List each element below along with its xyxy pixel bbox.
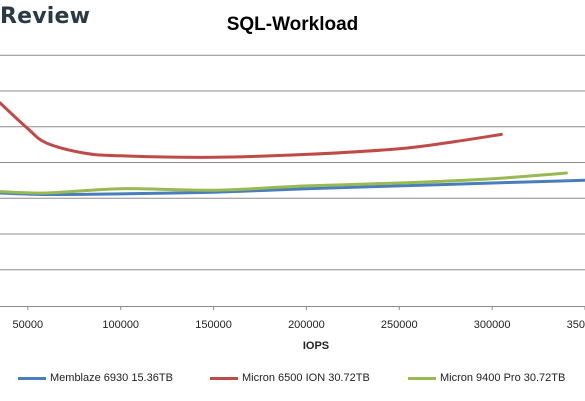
x-tick-label: 350000: [567, 319, 585, 331]
series-line-3: [0, 171, 568, 195]
legend-swatch: [408, 376, 436, 380]
x-tick-label: 250000: [381, 319, 418, 331]
legend-label: Memblaze 6930 15.36TB: [50, 372, 173, 384]
legend-label: Micron 6500 ION 30.72TB: [242, 372, 370, 384]
legend-label: Micron 9400 Pro 30.72TB: [440, 372, 566, 384]
series-line-1: [0, 178, 585, 197]
legend-item: Memblaze 6930 15.36TB: [18, 372, 173, 384]
legend-swatch: [18, 376, 46, 380]
x-tick-label: 150000: [195, 319, 232, 331]
x-tick-label: 50000: [13, 319, 44, 331]
legend-item: Micron 9400 Pro 30.72TB: [408, 372, 565, 384]
series-line-2: [0, 101, 503, 159]
x-axis-title: IOPS: [303, 340, 329, 352]
legend-swatch: [210, 376, 238, 380]
brand-logo-text: Review: [0, 4, 91, 29]
chart-title: SQL-Workload: [226, 14, 359, 35]
x-tick-label: 300000: [474, 319, 511, 331]
legend-item: Micron 6500 ION 30.72TB: [210, 372, 370, 384]
x-tick-label: 100000: [102, 319, 139, 331]
x-tick-label: 200000: [288, 319, 325, 331]
chart-legend: Memblaze 6930 15.36TB Micron 6500 ION 30.…: [0, 372, 585, 390]
